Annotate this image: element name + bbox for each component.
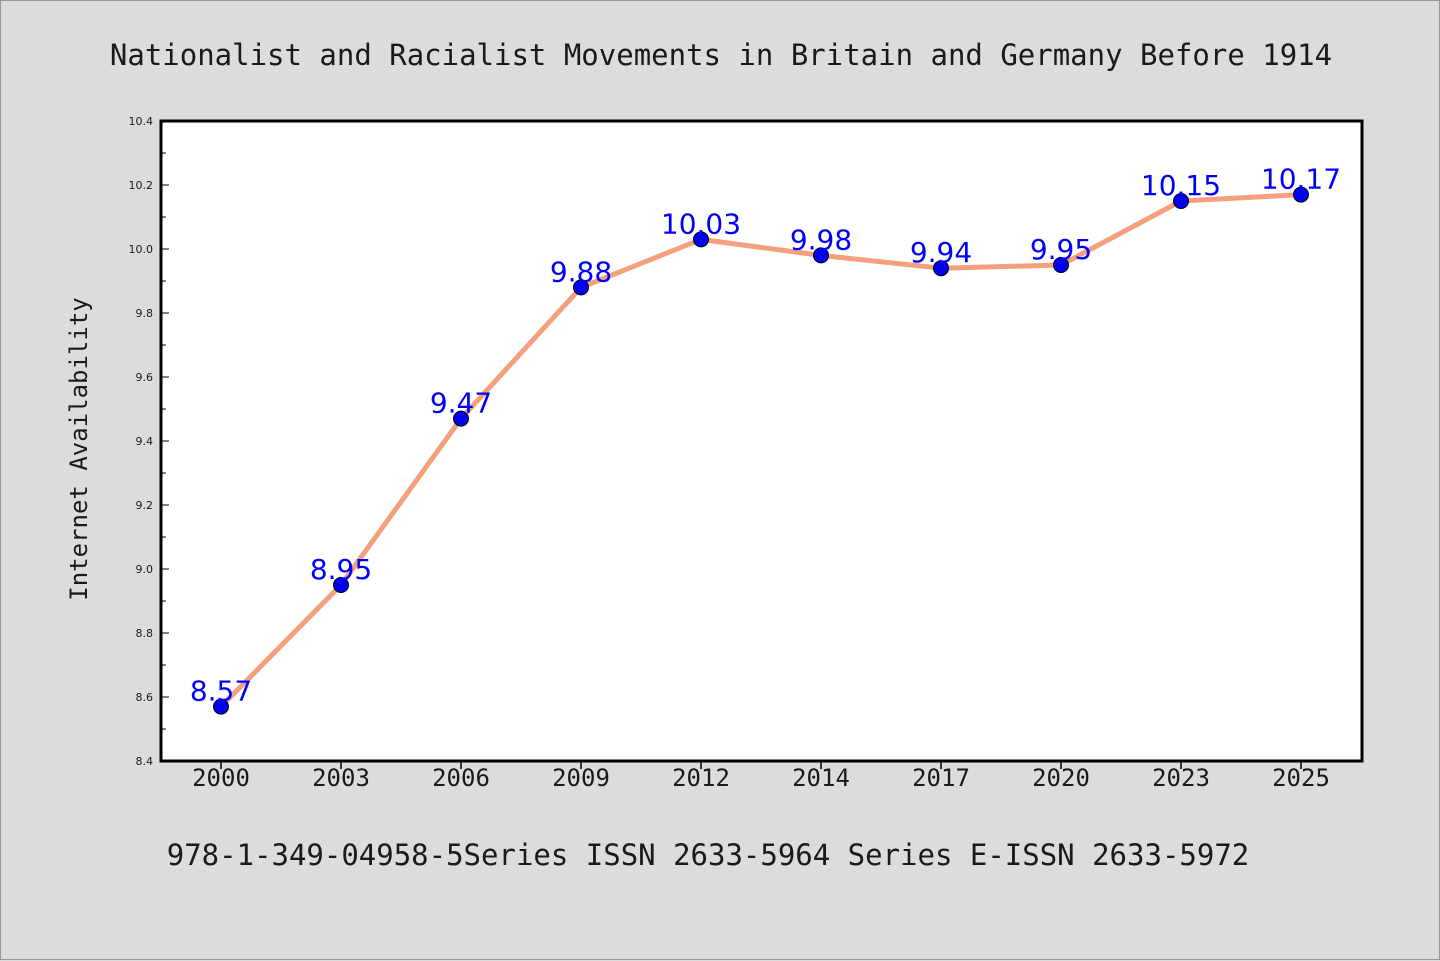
data-point [573,279,589,296]
data-point [213,698,229,715]
y-tick-label: 9.6 [136,371,154,384]
data-label: 10.17 [1261,163,1341,196]
y-tick-label: 8.8 [136,627,154,640]
data-point [933,260,949,277]
x-axis: 2000 2003 2006 2009 2012 2014 2017 2020 2023 2025 [192,761,1330,792]
data-label: 9.47 [430,387,492,420]
data-point [453,410,469,427]
x-tick-label: 2003 [312,764,370,792]
y-tick-label: 10.2 [129,179,154,192]
data-point [813,247,829,264]
data-label: 9.88 [550,255,612,288]
data-point [333,577,349,593]
data-label: 10.15 [1141,169,1221,202]
data-label: 9.95 [1030,233,1092,266]
series-line [218,192,1304,710]
y-tick-label: 8.6 [136,691,154,704]
data-label: 8.57 [190,675,252,708]
data-point [1293,186,1309,203]
footer-isbn: 978-1-349-04958-5Series ISSN 2633-5964 S… [167,838,1250,872]
y-tick-label: 8.4 [136,755,154,768]
x-tick-label: 2000 [192,764,250,792]
y-axis-label: Internet Availability [65,297,93,600]
x-tick-label: 2009 [552,764,610,792]
data-point [1173,193,1189,209]
y-tick-label: 10.0 [129,243,154,256]
x-tick-label: 2012 [672,764,730,792]
x-tick-label: 2020 [1032,764,1090,792]
y-tick-label: 9.0 [136,563,154,576]
series-layer [213,186,1309,715]
x-tick-label: 2017 [912,764,970,792]
x-tick-label: 2006 [432,764,490,792]
y-tick-label: 10.4 [129,115,154,128]
x-tick-label: 2025 [1272,764,1330,792]
x-tick-label: 2023 [1152,764,1210,792]
data-label: 9.98 [790,223,852,256]
y-tick-label: 9.2 [136,499,154,512]
data-point [1053,257,1069,273]
data-point [693,231,709,248]
x-tick-label: 2014 [792,764,850,792]
chart-title: Nationalist and Racialist Movements in B… [110,38,1332,72]
data-labels: 8.57 8.95 9.47 9.88 10.03 9.98 9.94 9.95 10.15 10… [190,163,1341,708]
data-label: 10.03 [661,207,741,240]
y-axis: 8.4 8.6 8.8 9.0 9.2 9.4 9.6 9.8 10.0 10.2 10.4 [129,115,169,768]
plot-area [159,119,1364,763]
data-label: 9.94 [910,236,972,269]
y-tick-label: 9.8 [136,307,154,320]
y-tick-label: 9.4 [136,435,154,448]
data-label: 8.95 [310,553,372,586]
